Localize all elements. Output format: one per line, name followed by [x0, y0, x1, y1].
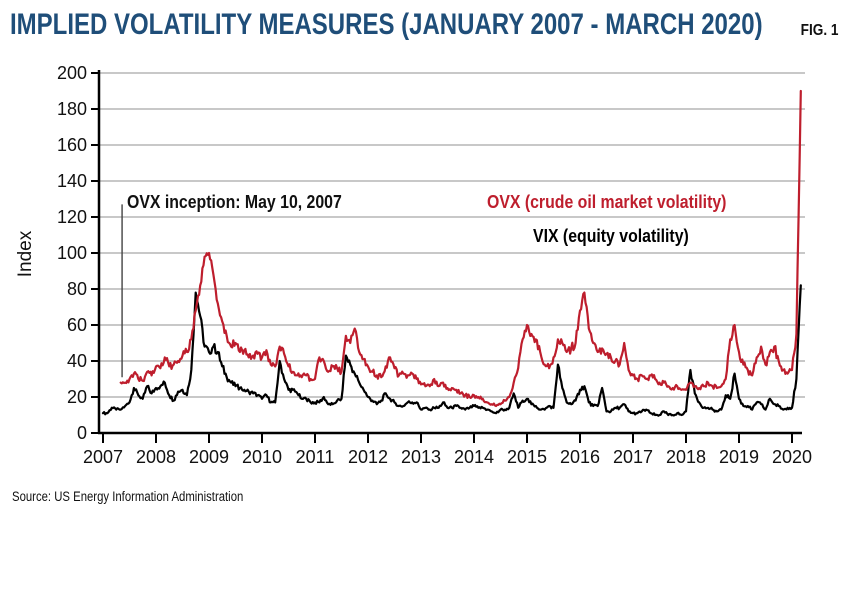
y-tick-label-180: 180	[56, 99, 87, 119]
x-tick-label-2011: 2011	[295, 447, 335, 467]
series-line-vix	[101, 284, 802, 417]
series-line-ovx	[119, 89, 802, 408]
legend-vix-label: VIX (equity volatility)	[533, 226, 689, 246]
y-axis-title: Index	[15, 230, 36, 278]
x-tick-label-2007: 2007	[82, 447, 124, 467]
y-tick-label-120: 120	[56, 207, 87, 227]
annotation-ovx-inception: OVX inception: May 10, 2007	[127, 192, 342, 212]
x-tick-label-2016: 2016	[559, 447, 601, 467]
x-tick-label-2010: 2010	[241, 447, 283, 467]
x-tick-label-2009: 2009	[188, 447, 230, 467]
source-note: Source: US Energy Information Administra…	[12, 489, 244, 504]
y-tick-label-60: 60	[66, 315, 87, 335]
y-tick-label-100: 100	[56, 243, 87, 263]
x-tick-label-2020: 2020	[771, 447, 813, 467]
y-tick-label-140: 140	[56, 171, 87, 191]
y-tick-label-20: 20	[66, 387, 87, 407]
x-tick-label-2019: 2019	[718, 447, 760, 467]
x-tick-label-2017: 2017	[612, 447, 654, 467]
x-tick-label-2012: 2012	[347, 447, 389, 467]
y-tick-label-80: 80	[66, 279, 87, 299]
x-tick-label-2018: 2018	[665, 447, 707, 467]
figure-number: FIG. 1	[800, 22, 838, 39]
legend-ovx-label: OVX (crude oil market volatility)	[487, 192, 727, 212]
x-tick-label-2008: 2008	[135, 447, 177, 467]
chart-title: IMPLIED VOLATILITY MEASURES (JANUARY 200…	[10, 8, 763, 41]
y-tick-label-160: 160	[56, 135, 87, 155]
y-tick-label-40: 40	[66, 351, 87, 371]
x-tick-label-2015: 2015	[506, 447, 548, 467]
y-tick-label-0: 0	[76, 423, 87, 443]
x-tick-label-2013: 2013	[400, 447, 442, 467]
y-tick-label-200: 200	[56, 63, 87, 83]
x-tick-label-2014: 2014	[453, 447, 495, 467]
